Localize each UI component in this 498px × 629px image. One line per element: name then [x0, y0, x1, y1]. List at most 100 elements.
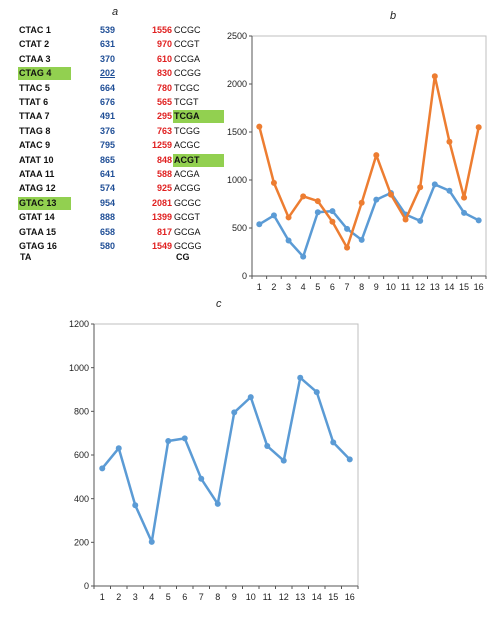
ta-value: 580: [100, 241, 116, 251]
x-tick-label: 16: [474, 282, 484, 292]
data-point: [358, 236, 365, 243]
data-point: [198, 475, 205, 482]
data-point: [214, 500, 221, 507]
ta-name: CTAG 4: [18, 67, 71, 81]
data-point: [148, 538, 155, 545]
data-point: [373, 196, 380, 203]
cg-value: 780: [156, 82, 172, 93]
data-point: [99, 465, 106, 472]
ta-value: 641: [100, 169, 116, 179]
x-tick-label: 15: [328, 592, 338, 602]
table-row: ATAG 12 574 925 ACGG: [18, 182, 243, 195]
data-point: [446, 187, 453, 194]
ta-value: 202: [100, 68, 116, 79]
table-row: TTAA 7 491 295 TCGA: [18, 110, 243, 124]
data-point: [461, 209, 468, 216]
ta-name: GTAT 14: [19, 212, 55, 223]
x-tick-label: 13: [295, 592, 305, 602]
data-point: [285, 214, 292, 221]
table-row: GTAG 16 580 1549 GCGG: [18, 240, 243, 253]
cg-name: GCGA: [174, 226, 201, 237]
x-tick-label: 10: [246, 592, 256, 602]
cg-name: GCGG: [174, 241, 202, 251]
y-tick-label: 800: [74, 406, 89, 416]
data-point: [115, 445, 122, 452]
ta-value: 376: [100, 125, 116, 136]
ta-value: 658: [100, 226, 116, 237]
cg-value: 1399: [151, 212, 172, 223]
cg-name: CCGA: [174, 53, 201, 64]
cg-value: 565: [156, 97, 172, 107]
cg-name: CCGC: [174, 25, 201, 35]
y-tick-label: 200: [74, 537, 89, 547]
y-tick-label: 2500: [227, 31, 247, 41]
data-point: [300, 253, 307, 260]
y-tick-label: 0: [242, 271, 247, 281]
data-point: [285, 237, 292, 244]
y-tick-label: 400: [74, 494, 89, 504]
x-tick-label: 7: [345, 282, 350, 292]
table-row: GTAC 13 954 2081 GCGC: [18, 196, 243, 210]
y-tick-label: 600: [74, 450, 89, 460]
ta-name: GTAC 13: [18, 196, 71, 210]
cg-name: TCGA: [173, 110, 224, 124]
x-tick-label: 10: [386, 282, 396, 292]
data-point: [461, 194, 468, 201]
cg-value: 610: [156, 53, 172, 64]
x-tick-label: 15: [459, 282, 469, 292]
table-row: ATAT 10 865 848 ACGT: [18, 153, 243, 167]
ta-name: TTAG 8: [19, 125, 51, 136]
ta-value: 539: [100, 25, 116, 35]
series-line-2: [258, 74, 480, 249]
ta-value: 631: [100, 39, 116, 50]
cg-name: ACGC: [174, 140, 201, 151]
y-tick-label: 2000: [227, 79, 247, 89]
table-row: TTAG 8 376 763 TCGG: [18, 125, 243, 138]
data-point: [132, 502, 139, 509]
cg-name: TCGC: [174, 82, 200, 93]
data-point: [313, 389, 320, 396]
cg-name: GCGT: [174, 212, 200, 223]
ta-name: ATAC 9: [19, 140, 51, 151]
y-tick-label: 1200: [69, 319, 89, 329]
ta-name: CTAA 3: [19, 53, 51, 64]
y-tick-label: 1000: [227, 175, 247, 185]
data-point: [264, 443, 271, 450]
data-point: [329, 208, 336, 215]
data-point: [417, 217, 424, 224]
cg-value: 970: [156, 39, 172, 50]
x-tick-label: 8: [359, 282, 364, 292]
ta-name: GTAG 16: [19, 241, 57, 251]
cg-name: GCGC: [174, 197, 201, 208]
cg-value: 817: [156, 226, 172, 237]
data-point: [280, 457, 287, 464]
x-tick-label: 4: [149, 592, 154, 602]
cg-name: ACGG: [174, 183, 201, 194]
cg-value: 1259: [151, 140, 172, 151]
data-point: [417, 184, 424, 191]
x-tick-label: 12: [279, 592, 289, 602]
panel-label-a: a: [112, 6, 119, 18]
data-point: [181, 435, 188, 442]
panel-label-c: c: [216, 298, 222, 310]
data-point: [256, 123, 263, 130]
ta-value: 954: [100, 197, 116, 208]
table-row: CTAC 1 539 1556 CCGC: [18, 24, 243, 37]
cg-name: TCGG: [174, 125, 200, 136]
data-point: [270, 212, 277, 219]
ta-name: GTAA 15: [19, 226, 57, 237]
data-point: [256, 221, 263, 228]
panel-label-b: b: [390, 10, 397, 22]
table-row: GTAT 14 888 1399 GCGT: [18, 211, 243, 224]
data-point: [475, 124, 482, 131]
ta-name: ATAG 12: [19, 183, 56, 194]
ta-value: 795: [100, 140, 116, 151]
ta-name: ATAT 10: [19, 154, 54, 165]
x-tick-label: 9: [232, 592, 237, 602]
ta-value: 664: [100, 82, 116, 93]
ta-name: CTAC 1: [19, 25, 51, 35]
x-tick-label: 13: [430, 282, 440, 292]
x-tick-label: 16: [345, 592, 355, 602]
